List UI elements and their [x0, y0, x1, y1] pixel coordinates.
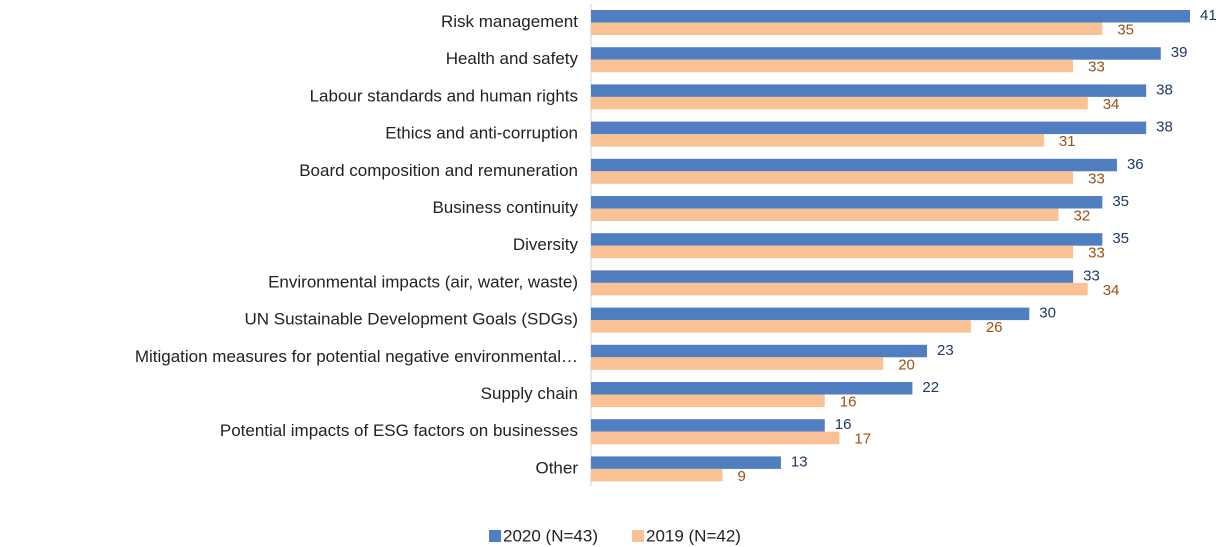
- category-label: Labour standards and human rights: [310, 86, 578, 105]
- value-label: 17: [854, 431, 871, 448]
- bar: [591, 208, 1059, 221]
- category-label: Environmental impacts (air, water, waste…: [268, 272, 578, 291]
- value-label: 34: [1103, 282, 1120, 299]
- bar: [591, 307, 1030, 321]
- value-label: 26: [986, 319, 1003, 336]
- value-label: 35: [1112, 230, 1129, 247]
- category-label: Mitigation measures for potential negati…: [135, 347, 578, 366]
- bar: [591, 394, 825, 407]
- value-label: 35: [1112, 193, 1129, 210]
- category-label: Other: [535, 458, 578, 477]
- value-label: 41: [1200, 7, 1217, 24]
- value-label: 34: [1103, 96, 1120, 113]
- value-label: 33: [1088, 59, 1105, 76]
- category-label: UN Sustainable Development Goals (SDGs): [244, 310, 578, 329]
- bar: [591, 121, 1147, 135]
- value-label: 16: [840, 393, 857, 410]
- bar: [591, 10, 1190, 23]
- legend-swatch: [631, 530, 644, 542]
- category-label: Risk management: [441, 12, 578, 31]
- value-label: 13: [791, 453, 808, 470]
- bar: [591, 468, 723, 482]
- value-label: 35: [1117, 21, 1134, 38]
- category-label: Board composition and remuneration: [299, 161, 578, 180]
- bar: [591, 357, 884, 370]
- category-label: Supply chain: [481, 384, 578, 403]
- category-label: Ethics and anti-corruption: [385, 124, 578, 143]
- bar: [591, 96, 1088, 110]
- bar: [591, 431, 840, 445]
- bar: [591, 282, 1088, 296]
- category-label: Health and safety: [446, 49, 579, 68]
- bar: [591, 84, 1147, 97]
- value-label: 33: [1088, 170, 1105, 187]
- legend-label: 2020 (N=43): [503, 526, 598, 545]
- bar: [591, 382, 913, 395]
- bar: [591, 245, 1074, 259]
- bar: [591, 196, 1103, 209]
- bar: [591, 158, 1117, 172]
- bar: [591, 456, 781, 469]
- value-label: 32: [1074, 207, 1091, 224]
- bar: [591, 171, 1074, 184]
- value-label: 38: [1156, 119, 1173, 136]
- value-label: 30: [1039, 305, 1056, 322]
- bar: [591, 270, 1074, 283]
- legend-label: 2019 (N=42): [646, 526, 741, 545]
- bar: [591, 22, 1103, 35]
- value-label: 36: [1127, 156, 1144, 173]
- value-label: 33: [1083, 267, 1100, 284]
- value-label: 23: [937, 342, 954, 359]
- value-label: 33: [1088, 245, 1105, 262]
- bar: [591, 233, 1103, 246]
- value-label: 39: [1171, 44, 1188, 61]
- category-label: Potential impacts of ESG factors on busi…: [220, 421, 578, 440]
- legend-swatch: [489, 530, 501, 542]
- category-label: Business continuity: [432, 198, 578, 217]
- value-label: 20: [898, 356, 915, 373]
- bar: [591, 59, 1074, 73]
- bar: [591, 134, 1044, 147]
- bar: [591, 344, 928, 358]
- value-label: 31: [1059, 133, 1076, 150]
- category-label: Diversity: [513, 235, 579, 254]
- value-label: 16: [835, 416, 852, 433]
- bar: [591, 320, 971, 333]
- bar: [591, 419, 825, 432]
- bar: [591, 47, 1161, 60]
- value-label: 22: [922, 379, 939, 396]
- value-label: 38: [1156, 81, 1173, 98]
- value-label: 9: [737, 468, 745, 485]
